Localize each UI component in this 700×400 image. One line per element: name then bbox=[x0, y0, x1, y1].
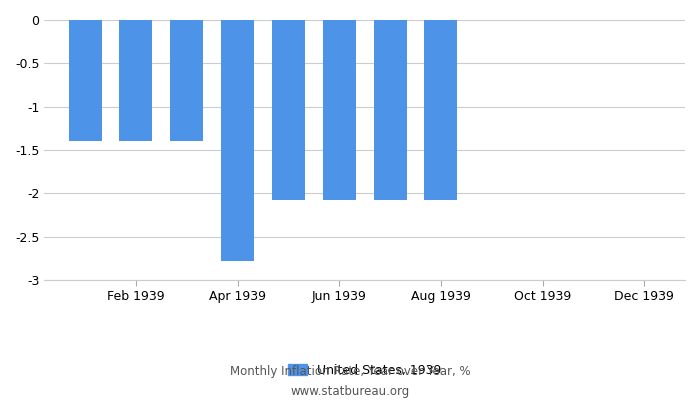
Bar bbox=[424, 20, 458, 200]
Bar bbox=[170, 20, 203, 141]
Text: Monthly Inflation Rate, Year over Year, %: Monthly Inflation Rate, Year over Year, … bbox=[230, 366, 470, 378]
Bar bbox=[323, 20, 356, 200]
Legend: United States, 1939: United States, 1939 bbox=[283, 359, 446, 382]
Bar bbox=[69, 20, 102, 141]
Bar bbox=[272, 20, 305, 200]
Text: www.statbureau.org: www.statbureau.org bbox=[290, 386, 410, 398]
Bar bbox=[120, 20, 153, 141]
Bar bbox=[374, 20, 407, 200]
Bar bbox=[221, 20, 254, 261]
